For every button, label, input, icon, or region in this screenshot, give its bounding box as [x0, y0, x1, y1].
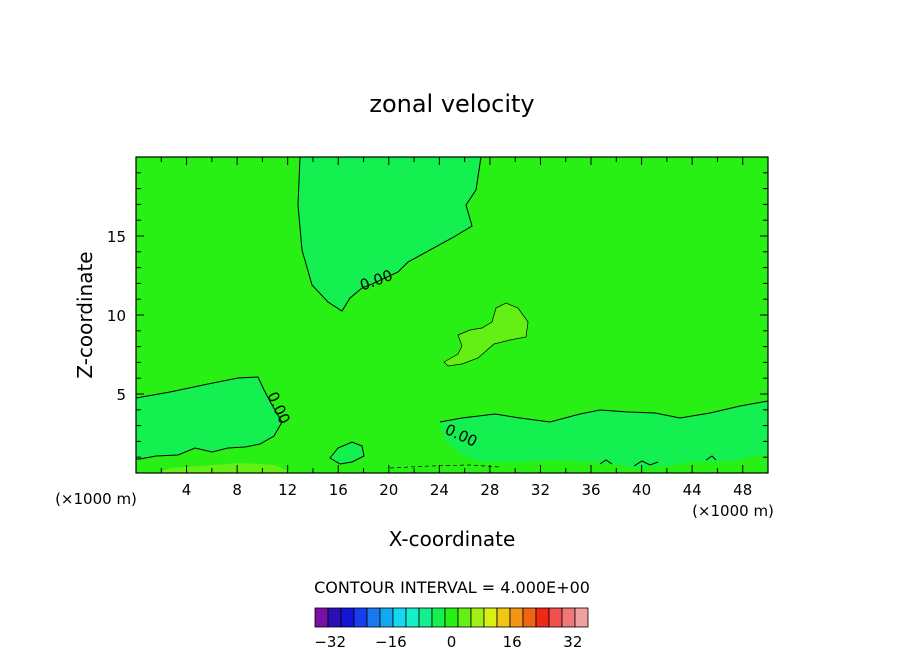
x-tick-label: 16 [329, 481, 348, 499]
colorbar-swatch [431, 607, 446, 628]
colorbar-swatch [470, 607, 485, 628]
colorbar-tick-label: −32 [314, 633, 346, 651]
x-tick-label: 24 [430, 481, 449, 499]
colorbar-swatch [327, 607, 342, 628]
colorbar-swatch [418, 607, 433, 628]
x-tick-label: 12 [278, 481, 297, 499]
x-tick-label: 4 [182, 481, 192, 499]
colorbar [314, 607, 589, 628]
contour-line-positive-blob [443, 302, 529, 367]
colorbar-swatch [314, 607, 329, 628]
y-tick-label: 10 [107, 307, 126, 325]
region-lower-left-negative [136, 377, 282, 459]
y-axis-ticks: 5 10 15 [107, 172, 768, 458]
contour-line-upper [297, 156, 482, 312]
x-tick-label: 20 [379, 481, 398, 499]
region-upper-negative [298, 157, 481, 311]
colorbar-swatch [522, 607, 537, 628]
colorbar-swatch [405, 607, 420, 628]
contour-line-blob [329, 441, 365, 465]
colorbar-swatch [353, 607, 368, 628]
x-tick-label: 36 [581, 481, 600, 499]
colorbar-swatch [392, 607, 407, 628]
x-tick-label: 28 [480, 481, 499, 499]
region-mid-positive-blob [444, 303, 528, 366]
colorbar-swatch [548, 607, 563, 628]
colorbar-swatch [535, 607, 550, 628]
colorbar-labels: −32 −16 0 16 32 [314, 633, 582, 651]
colorbar-swatch [340, 607, 355, 628]
contour-line-lower-right [439, 400, 769, 423]
region-lower-right-negative [440, 401, 768, 468]
colorbar-swatch [457, 607, 472, 628]
x-tick-label: 8 [232, 481, 242, 499]
colorbar-swatch [574, 607, 589, 628]
colorbar-tick-label: −16 [375, 633, 407, 651]
y-tick-label: 15 [107, 228, 126, 246]
x-axis-title: X-coordinate [389, 527, 516, 551]
x-axis-ticks: 4 8 12 16 20 24 28 32 36 40 44 48 [160, 157, 769, 499]
colorbar-swatch [496, 607, 511, 628]
y-tick-label: 5 [116, 386, 126, 404]
colorbar-swatch [483, 607, 498, 628]
contour-interval-text: CONTOUR INTERVAL = 4.000E+00 [314, 578, 590, 597]
x-axis-unit-right: (×1000 m) [692, 502, 774, 520]
y-axis-title: Z-coordinate [73, 251, 97, 378]
x-axis-unit-left: (×1000 m) [55, 490, 137, 508]
x-tick-label: 48 [733, 481, 752, 499]
x-tick-label: 40 [632, 481, 651, 499]
colorbar-swatch [509, 607, 524, 628]
heatmap-field: 0.00 0.00 0.00 [135, 156, 769, 474]
colorbar-swatch [444, 607, 459, 628]
colorbar-swatch [366, 607, 381, 628]
contour-line-lower-left [135, 376, 283, 460]
colorbar-tick-label: 32 [563, 633, 582, 651]
region-small-negative-blob [330, 442, 364, 464]
colorbar-swatch [561, 607, 576, 628]
colorbar-tick-label: 16 [503, 633, 522, 651]
colorbar-tick-label: 0 [447, 633, 457, 651]
x-tick-label: 44 [683, 481, 702, 499]
region-bottom-positive-strip [158, 463, 292, 473]
contour-line-small-loops [599, 455, 717, 467]
colorbar-swatch [379, 607, 394, 628]
chart-title: zonal velocity [369, 90, 534, 118]
x-tick-label: 32 [531, 481, 550, 499]
